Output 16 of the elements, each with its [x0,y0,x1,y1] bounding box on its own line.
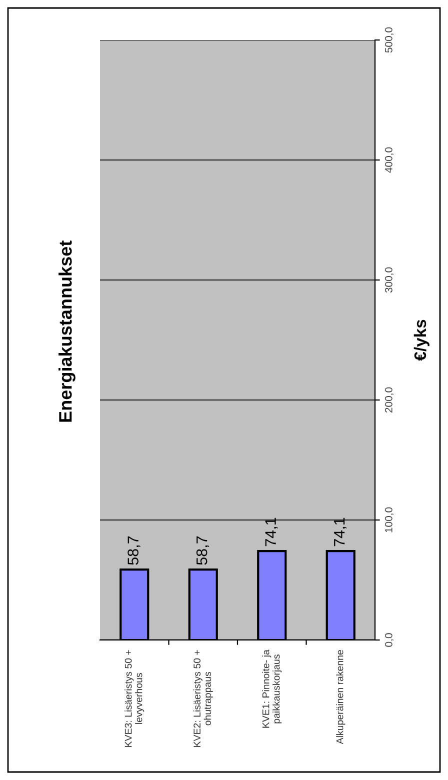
data-label: 74,1 [334,518,347,546]
y-tick-label: 400,0 [384,147,394,173]
y-axis-title: €/yks [414,320,430,361]
y-tick-label: 200,0 [384,387,394,413]
y-tick-label: 500,0 [384,27,394,53]
y-tick-label: 100,0 [384,507,394,532]
x-tick-label: KVE2: Lisäeristys 50 + ohutrappaus [193,650,213,747]
x-tick-label: KVE3: Lisäeristys 50 + levyverhous [124,650,144,747]
data-label: 58,7 [196,536,210,565]
data-label: 74,1 [265,518,278,546]
x-tick-label: KVE1: Pinnoite- ja paikkauskorjaus [262,650,282,728]
y-tick-label: 300,0 [384,267,394,293]
y-tick-label: 0,0 [384,633,394,647]
data-label: 58,7 [128,536,140,565]
text: Energiakustannukset [58,240,76,422]
x-tick-label: Alkuperäinen rakenne [336,650,346,744]
